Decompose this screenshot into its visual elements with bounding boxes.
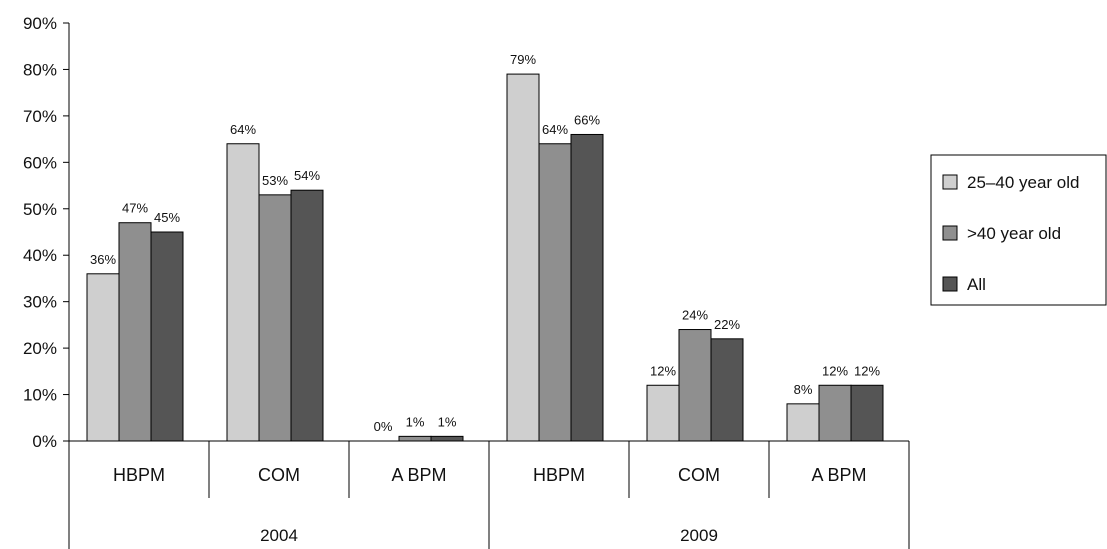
y-tick-label: 30% [23, 293, 57, 312]
legend-swatch [942, 276, 958, 292]
group-label: 2004 [260, 526, 298, 545]
data-label: 24% [682, 308, 708, 323]
bar [290, 189, 324, 442]
data-label: 64% [230, 122, 256, 137]
bars [86, 73, 884, 442]
bar [86, 273, 120, 442]
category-label: HBPM [533, 465, 585, 485]
bar [430, 435, 464, 442]
category-label: A BPM [391, 465, 446, 485]
bar [538, 143, 572, 442]
data-label: 79% [510, 52, 536, 67]
legend-swatch [942, 174, 958, 190]
bar [646, 384, 680, 442]
legend-label: >40 year old [967, 224, 1061, 243]
legend: 25–40 year old >40 year old All [930, 154, 1107, 306]
bar [786, 403, 820, 442]
bar [118, 222, 152, 442]
y-tick-label: 40% [23, 246, 57, 265]
bar [678, 329, 712, 442]
legend-box [930, 154, 1107, 306]
bar [226, 143, 260, 442]
data-label: 1% [406, 414, 425, 429]
data-label: 36% [90, 252, 116, 267]
category-label: COM [678, 465, 720, 485]
y-tick-label: 10% [23, 386, 57, 405]
bar [150, 231, 184, 442]
data-label: 1% [438, 414, 457, 429]
legend-label: All [967, 275, 986, 294]
y-tick-label: 80% [23, 60, 57, 79]
bar [710, 338, 744, 442]
bar [506, 73, 540, 442]
bar [258, 194, 292, 442]
legend-swatch [942, 225, 958, 241]
bar [570, 133, 604, 442]
data-label: 47% [122, 201, 148, 216]
bar [398, 435, 432, 442]
data-label: 64% [542, 122, 568, 137]
category-label: COM [258, 465, 300, 485]
y-axis: 0% 10% 20% 30% 40% 50% 60% 70% 80% 90% [23, 14, 70, 451]
y-tick-label: 50% [23, 200, 57, 219]
data-label: 12% [854, 363, 880, 378]
data-label: 66% [574, 112, 600, 127]
legend-label: 25–40 year old [967, 173, 1079, 192]
data-label: 45% [154, 210, 180, 225]
data-label: 53% [262, 173, 288, 188]
y-tick-label: 70% [23, 107, 57, 126]
y-tick-label: 60% [23, 153, 57, 172]
data-label: 22% [714, 317, 740, 332]
data-label: 0% [374, 419, 393, 434]
data-labels: 36% 64% 0% 79% 12% 8% 47% 53% 1% 64% 24% 12% 45% 54% 1… [90, 52, 880, 434]
bar [850, 384, 884, 442]
data-label: 8% [794, 382, 813, 397]
data-label: 54% [294, 168, 320, 183]
y-tick-label: 20% [23, 339, 57, 358]
bar [818, 384, 852, 442]
category-label: HBPM [113, 465, 165, 485]
y-tick-label: 90% [23, 14, 57, 33]
y-tick-label: 0% [32, 432, 57, 451]
group-label: 2009 [680, 526, 718, 545]
data-label: 12% [650, 363, 676, 378]
data-label: 12% [822, 363, 848, 378]
category-label: A BPM [811, 465, 866, 485]
x-axis: HBPM COM A BPM HBPM COM A BPM 2004 2009 [68, 440, 910, 549]
